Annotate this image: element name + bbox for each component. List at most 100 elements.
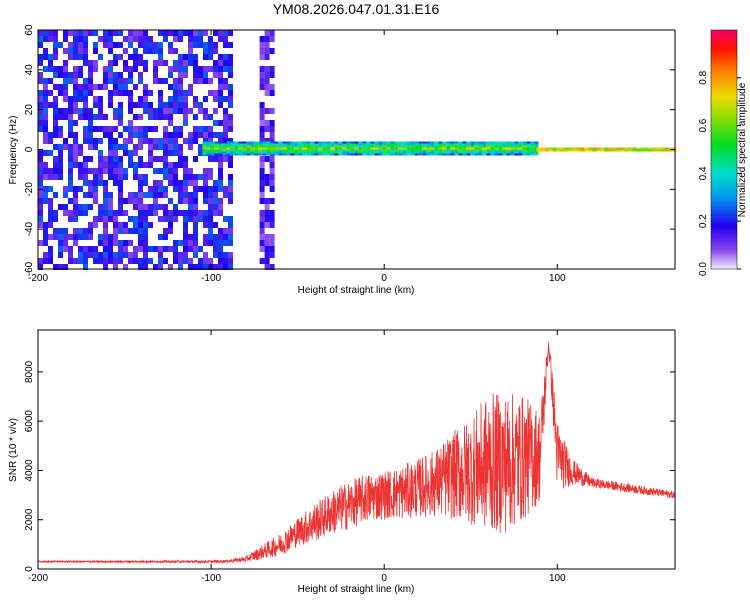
spectrogram-cell [442, 151, 447, 154]
spectrogram-cell [113, 42, 118, 48]
spectrogram-cell [354, 149, 359, 152]
spectrogram-cell [118, 192, 123, 198]
spectrogram-cell [148, 108, 153, 114]
spectrogram-cell [73, 84, 78, 90]
spectrogram-cell [88, 132, 93, 138]
spectrogram-cell [264, 54, 270, 60]
spectrogram-cell [223, 240, 228, 246]
spectrogram-cell [193, 78, 198, 84]
spectrogram-cell [208, 126, 213, 132]
spectrogram-cell [370, 147, 375, 150]
spectrogram-cell [133, 150, 138, 156]
spectrogram-cell [128, 228, 133, 234]
spectrogram-cell [73, 210, 78, 216]
spectrogram-cell [83, 102, 88, 108]
spectrogram-cell [63, 108, 68, 114]
spectrogram-cell [198, 102, 203, 108]
spectrogram-cell [358, 153, 363, 156]
spectrogram-cell [604, 149, 609, 152]
spectrogram-cell [498, 151, 503, 154]
spectrogram-cell [103, 204, 108, 210]
spectrogram-cell [98, 126, 103, 132]
spectrogram-cell [246, 141, 251, 144]
spectrogram-cell [213, 60, 218, 66]
spectrogram-cell [410, 151, 415, 154]
spectrogram-cell [163, 162, 168, 168]
spectrogram-cell [128, 138, 133, 144]
spectrogram-cell [350, 149, 355, 152]
spectrogram-cell [402, 151, 407, 154]
spectrogram-cell [218, 198, 223, 204]
spectrogram-cell [168, 222, 173, 228]
spectrogram-cell [158, 42, 163, 48]
spectrogram-cell [434, 141, 439, 144]
spectrogram-cell [73, 240, 78, 246]
spectrogram-cell [259, 84, 265, 90]
spectrogram-cell [138, 258, 143, 264]
spectrogram-cell [148, 246, 153, 252]
spectrogram-cell [223, 264, 228, 270]
spectrogram-cell [193, 240, 198, 246]
spectrogram-cell [213, 246, 218, 252]
spectrogram-cell [113, 258, 118, 264]
spectrogram-cell [183, 102, 188, 108]
spectrogram-cell [584, 149, 589, 152]
spectrogram-cell [218, 78, 223, 84]
spectrogram-cell [588, 147, 593, 150]
spectrogram-cell [208, 42, 213, 48]
spectrogram-cell [310, 143, 315, 146]
spectrogram-cell [123, 60, 128, 66]
spectrogram-cell [68, 102, 73, 108]
spectrogram-cell [454, 149, 459, 152]
spectrogram-cell [264, 210, 270, 216]
spectrogram-cell [48, 234, 53, 240]
spectrogram-cell [103, 264, 108, 270]
spectrogram-cell [48, 174, 53, 180]
spectrogram-cell [183, 54, 188, 60]
spectrogram-cell [163, 126, 168, 132]
spectrogram-cell [143, 36, 148, 42]
spectrogram-cell [206, 147, 211, 150]
spectrogram-cell [238, 143, 243, 146]
spectrogram-cell [178, 78, 183, 84]
spectrogram-cell [656, 147, 661, 150]
spectrogram-cell [242, 147, 247, 150]
spectrogram-cell [330, 149, 335, 152]
spectrogram-cell [168, 84, 173, 90]
spectrogram-cell [522, 153, 527, 156]
spectrogram-cell [438, 141, 443, 144]
spectrogram-cell [73, 30, 78, 36]
colorbar-tick-label: 0.8 [698, 70, 709, 84]
spectrogram-cell [128, 96, 133, 102]
spectrogram-cell [58, 162, 63, 168]
spectrogram-cell [58, 246, 63, 252]
spectrogram-cell [68, 78, 73, 84]
spectrogram-cell [53, 42, 58, 48]
spectrogram-cell [270, 145, 275, 148]
spectrogram-cell [68, 198, 73, 204]
spectrogram-cell [208, 78, 213, 84]
spectrogram-cell [68, 132, 73, 138]
spectrogram-cell [330, 153, 335, 156]
spectrogram-cell [143, 246, 148, 252]
snr-x-label: Height of straight line (km) [298, 584, 415, 595]
spectrogram-cell [514, 153, 519, 156]
spectrogram-cell [223, 132, 228, 138]
spectrogram-cell [434, 145, 439, 148]
spectrogram-cell [128, 36, 133, 42]
spectrogram-cell [38, 180, 43, 186]
spectrogram-cell [450, 145, 455, 148]
spectrogram-cell [223, 60, 228, 66]
spectrogram-cell [183, 186, 188, 192]
spectrogram-cell [78, 36, 83, 42]
spectrogram-cell [63, 234, 68, 240]
spectrogram-cell [514, 151, 519, 154]
spectrogram-cell [193, 252, 198, 258]
spectrogram-cell [442, 149, 447, 152]
spectrogram-cell [58, 264, 63, 270]
spectrogram-cell [178, 96, 183, 102]
spectrogram-cell [103, 252, 108, 258]
spectrogram-cell [398, 143, 403, 146]
spectrogram-cell [530, 141, 535, 144]
